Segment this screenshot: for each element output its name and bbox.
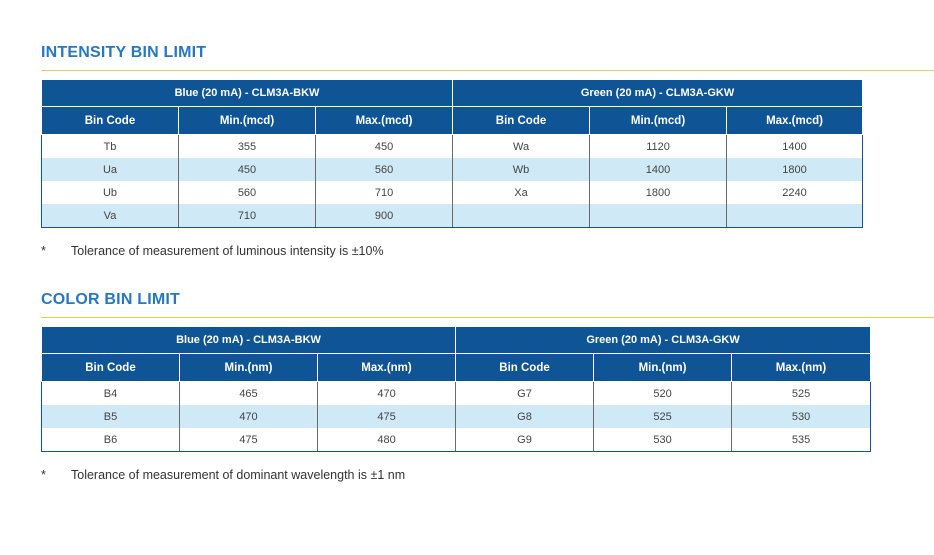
color-bin-table: Blue (20 mA) - CLM3A-BKW Green (20 mA) -… <box>40 327 872 452</box>
column-header: Bin Code <box>455 353 595 382</box>
table-cell: B6 <box>41 428 180 452</box>
table-cell: G7 <box>455 381 595 405</box>
table-cell: 475 <box>179 428 318 452</box>
table-cell: 710 <box>314 181 454 204</box>
column-header: Max.(nm) <box>731 353 872 382</box>
table-cell: 560 <box>314 158 454 181</box>
intensity-tolerance-note: * Tolerance of measurement of luminous in… <box>41 244 384 258</box>
column-header: Bin Code <box>41 106 179 135</box>
intensity-column-header-row: Bin Code Min.(mcd) Max.(mcd) Bin Code Mi… <box>41 106 864 135</box>
column-header: Min.(nm) <box>179 353 318 382</box>
intensity-group-header-row: Blue (20 mA) - CLM3A-BKW Green (20 mA) -… <box>40 80 864 107</box>
table-cell: 1400 <box>589 158 728 181</box>
table-cell: 450 <box>178 158 316 181</box>
table-cell: B5 <box>41 405 180 428</box>
table-cell: B4 <box>41 381 180 405</box>
column-header: Max.(mcd) <box>726 106 864 135</box>
table-cell: Xa <box>452 181 591 204</box>
table-row: B6 475 480 G9 530 535 <box>41 428 872 452</box>
table-cell: 710 <box>178 204 316 228</box>
color-group-green: Green (20 mA) - CLM3A-GKW <box>455 327 872 354</box>
table-cell: Ub <box>41 181 179 204</box>
column-header: Bin Code <box>41 353 180 382</box>
column-header: Min.(nm) <box>593 353 733 382</box>
footnote-marker: * <box>41 468 46 482</box>
table-cell: Wb <box>452 158 591 181</box>
table-cell: 900 <box>314 204 454 228</box>
table-cell: 520 <box>593 381 733 405</box>
table-cell <box>726 204 864 228</box>
color-section-title: COLOR BIN LIMIT <box>41 291 180 308</box>
table-row: Ua 450 560 Wb 1400 1800 <box>41 158 864 181</box>
table-cell: Tb <box>41 134 179 158</box>
table-row: B5 470 475 G8 525 530 <box>41 405 872 428</box>
table-cell: 1120 <box>589 134 728 158</box>
column-header: Bin Code <box>452 106 591 135</box>
table-row: Va 710 900 <box>41 204 864 228</box>
column-header: Min.(mcd) <box>589 106 728 135</box>
table-cell: Ua <box>41 158 179 181</box>
color-column-header-row: Bin Code Min.(nm) Max.(nm) Bin Code Min.… <box>41 353 872 382</box>
intensity-section-title: INTENSITY BIN LIMIT <box>41 44 207 61</box>
intensity-title-rule <box>41 70 934 71</box>
table-cell: 475 <box>316 405 457 428</box>
table-cell: 1400 <box>726 134 864 158</box>
column-header: Max.(nm) <box>316 353 457 382</box>
table-cell: 355 <box>178 134 316 158</box>
table-row: Tb 355 450 Wa 1120 1400 <box>41 134 864 158</box>
table-cell: 530 <box>593 428 733 452</box>
table-cell <box>452 204 591 228</box>
table-cell: 450 <box>314 134 454 158</box>
table-cell: Wa <box>452 134 591 158</box>
table-cell: 465 <box>179 381 318 405</box>
table-cell: 530 <box>731 405 872 428</box>
intensity-bin-table: Blue (20 mA) - CLM3A-BKW Green (20 mA) -… <box>40 80 864 228</box>
footnote-text: Tolerance of measurement of luminous int… <box>71 244 384 258</box>
intensity-group-green: Green (20 mA) - CLM3A-GKW <box>452 80 864 107</box>
intensity-group-blue: Blue (20 mA) - CLM3A-BKW <box>40 80 454 107</box>
color-tolerance-note: * Tolerance of measurement of dominant wa… <box>41 468 405 482</box>
table-cell: 535 <box>731 428 872 452</box>
table-row: B4 465 470 G7 520 525 <box>41 381 872 405</box>
column-header: Max.(mcd) <box>314 106 454 135</box>
table-cell: G8 <box>455 405 595 428</box>
color-group-blue: Blue (20 mA) - CLM3A-BKW <box>40 327 457 354</box>
table-cell <box>589 204 728 228</box>
column-header: Min.(mcd) <box>178 106 316 135</box>
table-cell: 1800 <box>726 158 864 181</box>
table-cell: 480 <box>316 428 457 452</box>
footnote-text: Tolerance of measurement of dominant wav… <box>71 468 406 482</box>
footnote-marker: * <box>41 244 46 258</box>
color-title-rule <box>41 317 934 318</box>
table-cell: 470 <box>179 405 318 428</box>
table-row: Ub 560 710 Xa 1800 2240 <box>41 181 864 204</box>
table-cell: 560 <box>178 181 316 204</box>
table-cell: 525 <box>593 405 733 428</box>
table-cell: Va <box>41 204 179 228</box>
table-cell: 1800 <box>589 181 728 204</box>
table-cell: 525 <box>731 381 872 405</box>
table-cell: 2240 <box>726 181 864 204</box>
table-cell: G9 <box>455 428 595 452</box>
table-cell: 470 <box>316 381 457 405</box>
color-group-header-row: Blue (20 mA) - CLM3A-BKW Green (20 mA) -… <box>40 327 872 354</box>
